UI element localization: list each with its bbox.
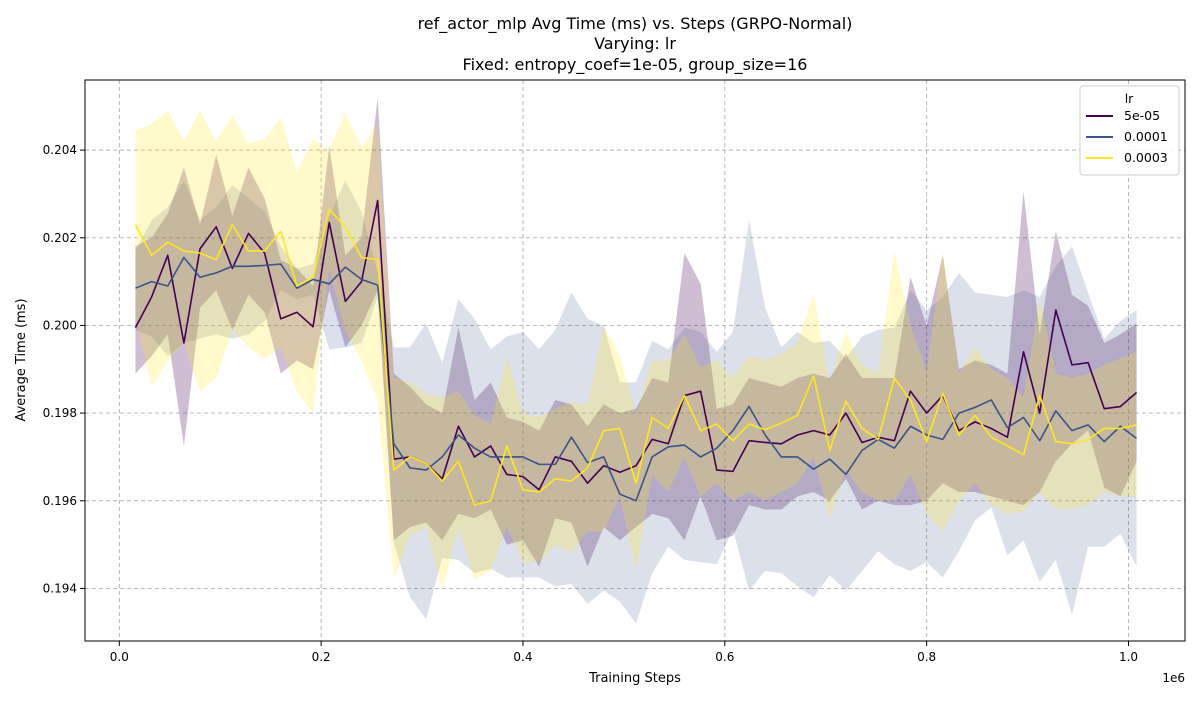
x-tick-label: 0.2 — [312, 650, 331, 664]
band-series-0 — [135, 97, 1137, 567]
y-tick-label: 0.198 — [43, 406, 77, 420]
legend-title: lr — [1125, 91, 1134, 106]
x-tick-label: 1.0 — [1119, 650, 1138, 664]
plot-frame — [84, 79, 1186, 642]
legend: lr 5e-05 0.0001 0.0003 — [1079, 85, 1180, 176]
series-lines — [134, 199, 1138, 506]
x-axis-label: Training Steps — [588, 671, 681, 686]
y-tick-label: 0.196 — [43, 494, 77, 508]
y-tick-label: 0.200 — [43, 318, 77, 332]
legend-label: 0.0003 — [1124, 150, 1168, 165]
y-tick-label: 0.194 — [43, 581, 77, 595]
legend-label: 5e-05 — [1124, 108, 1160, 123]
confidence-bands — [135, 97, 1137, 624]
x-tick-label: 0.6 — [715, 650, 734, 664]
x-axis-ticks: 0.0 0.2 0.4 0.6 0.8 1.0 — [110, 641, 1138, 664]
line-series-1 — [135, 256, 1138, 502]
line-series-2 — [134, 208, 1137, 506]
x-tick-label: 0.4 — [513, 650, 532, 664]
x-tick-label: 0.0 — [110, 650, 129, 664]
band-series-1 — [135, 180, 1137, 624]
x-axis-offset-text: 1e6 — [1162, 671, 1185, 685]
legend-label: 0.0001 — [1124, 129, 1168, 144]
y-axis-label: Average Time (ms) — [14, 298, 29, 421]
y-tick-label: 0.204 — [43, 143, 77, 157]
chart-title-line-1: ref_actor_mlp Avg Time (ms) vs. Steps (G… — [418, 14, 853, 34]
line-series-0 — [134, 199, 1138, 491]
chart-title-line-2: Varying: lr — [594, 34, 676, 53]
y-axis-ticks: 0.194 0.196 0.198 0.200 0.202 0.204 — [43, 143, 85, 595]
x-tick-label: 0.8 — [917, 650, 936, 664]
band-series-2 — [135, 110, 1137, 591]
legend-box — [1079, 85, 1180, 176]
legend-entries: 5e-05 0.0001 0.0003 — [1086, 108, 1168, 165]
y-tick-label: 0.202 — [43, 231, 77, 245]
chart-title-line-3: Fixed: entropy_coef=1e-05, group_size=16 — [463, 55, 808, 75]
